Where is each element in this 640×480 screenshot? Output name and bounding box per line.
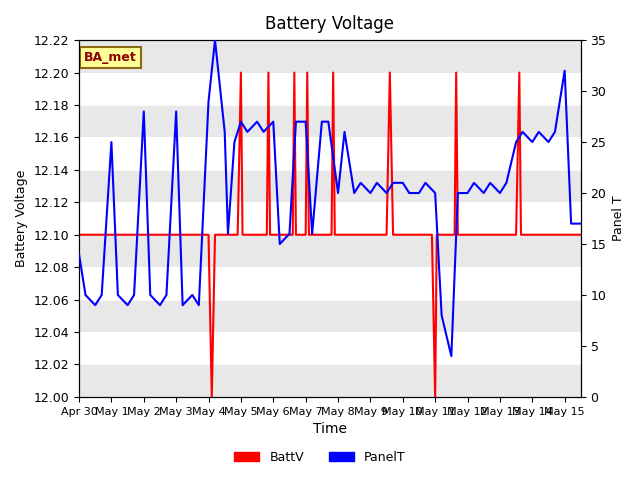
- Bar: [79, 40, 581, 72]
- Line: PanelT: PanelT: [79, 40, 581, 356]
- BattV: [224, 232, 232, 238]
- PanelT: [405, 190, 413, 196]
- Bar: [79, 364, 581, 397]
- BattV: [208, 394, 216, 400]
- Text: BA_met: BA_met: [84, 51, 137, 64]
- Bar: [79, 267, 581, 300]
- Bar: [79, 137, 581, 170]
- Line: BattV: BattV: [79, 72, 581, 397]
- PanelT: [577, 221, 585, 227]
- Bar: [79, 105, 581, 137]
- BattV: [92, 232, 99, 238]
- BattV: [428, 232, 436, 238]
- PanelT: [75, 252, 83, 257]
- Bar: [79, 235, 581, 267]
- X-axis label: Time: Time: [313, 422, 347, 436]
- PanelT: [324, 119, 332, 124]
- BattV: [303, 70, 311, 75]
- PanelT: [357, 180, 365, 186]
- BattV: [237, 70, 244, 75]
- PanelT: [140, 108, 148, 114]
- Legend: BattV, PanelT: BattV, PanelT: [229, 446, 411, 469]
- BattV: [294, 232, 301, 238]
- Bar: [79, 332, 581, 364]
- BattV: [577, 232, 585, 238]
- Bar: [79, 170, 581, 202]
- PanelT: [211, 37, 219, 43]
- Bar: [79, 72, 581, 105]
- Y-axis label: Battery Voltage: Battery Voltage: [15, 170, 28, 267]
- Bar: [79, 300, 581, 332]
- PanelT: [285, 231, 293, 237]
- Bar: [79, 202, 581, 235]
- BattV: [431, 394, 439, 400]
- PanelT: [399, 180, 406, 186]
- Title: Battery Voltage: Battery Voltage: [266, 15, 394, 33]
- PanelT: [447, 353, 455, 359]
- Y-axis label: Panel T: Panel T: [612, 196, 625, 241]
- BattV: [75, 232, 83, 238]
